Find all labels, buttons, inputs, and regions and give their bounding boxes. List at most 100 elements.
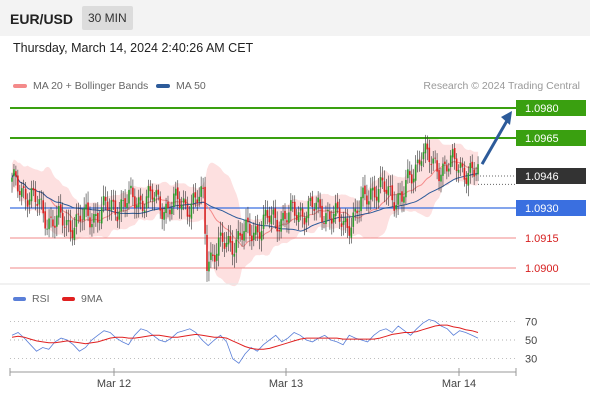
credit-text: Research © 2024 Trading Central — [423, 80, 580, 92]
candle-body — [98, 221, 101, 223]
current-price-box — [516, 168, 586, 184]
candle-body — [422, 152, 425, 160]
candle-body — [313, 209, 316, 211]
candle-body — [73, 227, 76, 240]
candle-body — [448, 168, 450, 172]
candle-body — [139, 195, 142, 201]
rsi-legend: RSI 9MA — [13, 293, 103, 305]
candle-body — [272, 209, 275, 215]
candle-body — [280, 219, 282, 232]
candle-body — [169, 209, 171, 215]
candle-body — [430, 163, 433, 165]
rsi-panel: 70 50 30 — [10, 316, 537, 366]
candle-body — [19, 190, 21, 196]
candle-body — [65, 220, 68, 226]
candle-body — [262, 214, 265, 229]
rsi-9ma-line — [11, 324, 479, 350]
candle-body — [420, 161, 423, 166]
candle-body — [116, 216, 119, 222]
candle-body — [219, 232, 222, 236]
candle-body — [358, 210, 360, 212]
candle-body — [141, 200, 144, 211]
candle-body — [245, 219, 247, 233]
rsi-legend-label: 9MA — [81, 293, 103, 305]
candle-body — [336, 201, 339, 208]
candle-body — [147, 186, 150, 198]
candle-body — [370, 188, 372, 200]
candle-body — [461, 163, 464, 167]
candle-body — [200, 186, 202, 197]
candle-body — [67, 220, 70, 222]
timeframe-badge[interactable]: 30 MIN — [82, 6, 133, 30]
candle-body — [260, 230, 263, 241]
candle-body — [331, 218, 333, 224]
candle-body — [346, 218, 349, 228]
candle-body — [407, 169, 409, 179]
candle-body — [157, 189, 160, 195]
candle-body — [416, 159, 419, 163]
candle-body — [151, 189, 154, 200]
x-axis-label: Mar 12 — [97, 378, 131, 390]
candle-body — [286, 220, 288, 223]
rsi-tick-label: 50 — [525, 335, 537, 347]
candle-body — [449, 155, 452, 168]
candle-body — [126, 203, 128, 209]
x-axis: Mar 12 Mar 13 Mar 14 — [9, 368, 517, 390]
candle-body — [106, 201, 109, 211]
candle-body — [463, 167, 466, 180]
target-level-label: 1.0980 — [525, 103, 559, 115]
candle-body — [28, 199, 31, 205]
candle-body — [143, 210, 146, 213]
candle-body — [284, 210, 286, 219]
candle-body — [282, 212, 284, 221]
candle-body — [36, 203, 39, 206]
candle-body — [212, 254, 214, 256]
candle-body — [329, 211, 331, 219]
legend-item-ma50: MA 50 — [156, 80, 206, 92]
candle-body — [385, 189, 388, 194]
candle-body — [173, 193, 175, 208]
candle-body — [410, 174, 413, 184]
current-price-label: 1.0946 — [525, 171, 559, 183]
candle-body — [467, 173, 470, 186]
candle-body — [161, 208, 163, 220]
candle-body — [59, 204, 62, 213]
candle-body — [403, 196, 405, 203]
candle-body — [217, 237, 220, 256]
rsi-tick-label: 70 — [525, 316, 537, 328]
candle-body — [38, 199, 41, 205]
x-axis-label: Mar 13 — [269, 378, 303, 390]
candle-body — [270, 215, 273, 225]
candle-body — [194, 192, 197, 198]
candle-body — [184, 199, 187, 205]
candle-body — [44, 211, 46, 229]
candle-body — [387, 186, 390, 196]
rsi-legend-label: RSI — [32, 293, 50, 305]
candle-body — [446, 165, 448, 172]
candle-body — [309, 198, 312, 202]
candle-body — [352, 212, 355, 227]
candle-body — [469, 163, 472, 173]
candle-body — [215, 253, 218, 261]
candle-body — [145, 196, 148, 209]
candle-body — [334, 203, 337, 216]
candle-body — [114, 200, 117, 215]
candle-body — [237, 231, 239, 240]
candle-body — [311, 196, 314, 208]
candle-body — [455, 158, 458, 171]
rsi-tick-label: 30 — [525, 354, 537, 366]
candle-body — [477, 164, 479, 175]
candle-body — [395, 205, 397, 210]
candle-body — [440, 174, 442, 182]
instrument-title: EUR/USD — [10, 11, 74, 27]
candle-body — [371, 187, 374, 191]
candle-body — [256, 224, 259, 233]
legend-swatch-ma50 — [156, 84, 170, 89]
candle-body — [22, 186, 25, 188]
candle-body — [202, 187, 204, 189]
candle-body — [274, 208, 277, 218]
chart-header: EUR/USD 30 MIN — [0, 0, 590, 36]
candle-body — [453, 148, 456, 159]
candle-body — [307, 201, 310, 219]
candle-body — [192, 193, 195, 203]
